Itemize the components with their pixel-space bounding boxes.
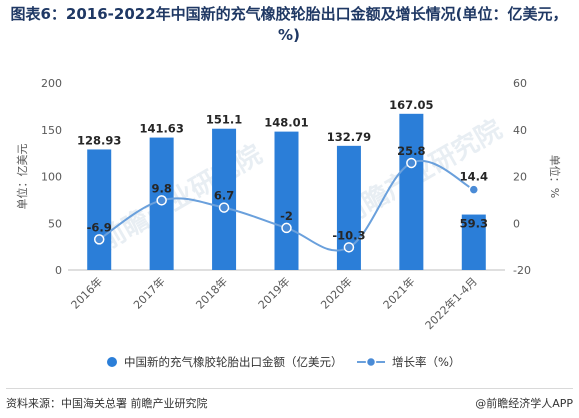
y-left-axis-title: 单位：亿美元 [15, 144, 29, 210]
bar-value-label: 148.01 [264, 116, 308, 130]
bar [87, 149, 112, 270]
y-right-tick-label: 0 [513, 217, 520, 230]
source-note: 资料来源：中国海关总署 前瞻产业研究院 [6, 397, 208, 410]
bar-value-label: 59.3 [460, 217, 488, 231]
bar-value-label: 128.93 [77, 133, 121, 147]
growth-rate-point [93, 234, 105, 245]
y-left-tick-label: 200 [41, 77, 62, 90]
y-left-tick-label: 50 [48, 217, 62, 230]
bar-value-label: 151.1 [206, 113, 242, 127]
x-tick-label: 2017年 [130, 274, 167, 311]
y-left-tick-label: 150 [41, 124, 62, 137]
line-value-label: -6.9 [87, 220, 112, 234]
growth-rate-point [343, 242, 355, 253]
chart-title: 图表6：2016-2022年中国新的充气橡胶轮胎出口金额及增长情况(单位：亿美元… [10, 5, 568, 44]
x-tick-label: 2016年 [68, 274, 105, 311]
x-tick-label: 2021年 [380, 274, 417, 311]
bar-value-label: 167.05 [389, 98, 433, 112]
brand-credit: @前瞻经济学人APP [475, 397, 573, 410]
growth-rate-point [281, 222, 292, 234]
x-tick-label: 2019年 [255, 274, 292, 311]
bar-value-label: 132.79 [327, 130, 371, 144]
bar [461, 214, 486, 270]
legend-bar-swatch [107, 357, 117, 367]
y-right-axis-title: 单位：% [548, 155, 562, 198]
line-value-label: 6.7 [214, 189, 234, 203]
legend-bar-label: 中国新的充气橡胶轮胎出口金额（亿美元） [124, 355, 343, 369]
legend-line-label: 增长率（%） [392, 355, 460, 369]
growth-rate-point [156, 195, 167, 206]
x-tick-label: 2022年1-4月 [422, 274, 480, 332]
footer-divider [6, 388, 573, 389]
bar [274, 131, 299, 270]
y-left-tick-label: 100 [41, 171, 62, 184]
y-right-tick-label: 40 [513, 124, 527, 137]
x-tick-label: 2020年 [318, 274, 355, 311]
y-right-tick-label: 60 [513, 77, 527, 90]
line-value-label: 14.4 [460, 170, 488, 184]
growth-rate-point [218, 202, 230, 213]
y-left-tick-label: 0 [55, 264, 62, 277]
growth-rate-point [406, 157, 417, 169]
bar [212, 128, 237, 270]
x-tick-label: 2018年 [193, 274, 230, 311]
line-value-label: 25.8 [397, 144, 425, 158]
legend-line-marker [365, 356, 377, 368]
y-right-tick-label: 20 [513, 171, 527, 184]
line-value-label: 9.8 [151, 181, 171, 195]
bar-value-label: 141.63 [139, 122, 183, 136]
y-right-tick-label: -20 [513, 264, 531, 277]
line-value-label: -2 [280, 209, 293, 223]
growth-rate-point [468, 184, 480, 195]
bar [399, 113, 424, 270]
line-value-label: -10.3 [332, 228, 365, 242]
